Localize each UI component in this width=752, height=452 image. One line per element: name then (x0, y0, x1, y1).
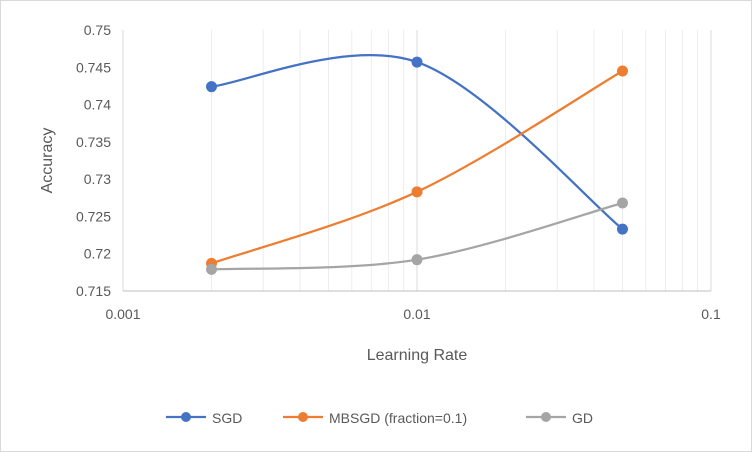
y-tick-label: 0.725 (76, 208, 111, 224)
x-tick-label: 0.001 (105, 306, 140, 322)
data-point (616, 223, 628, 235)
data-point (411, 56, 423, 68)
y-axis-ticks: 0.715 0.72 0.725 0.73 0.735 0.74 0.745 0.75 (76, 22, 111, 299)
y-tick-label: 0.715 (76, 283, 111, 299)
x-axis-ticks: 0.001 0.01 0.1 (105, 306, 720, 322)
y-tick-label: 0.72 (84, 246, 111, 262)
y-tick-label: 0.74 (84, 97, 111, 113)
data-point (411, 254, 423, 266)
legend-item: GD (526, 410, 593, 426)
legend: SGD MBSGD (fraction=0.1) GD (166, 410, 593, 426)
legend-marker (298, 412, 308, 422)
series-sgd (206, 53, 628, 235)
legend-item: MBSGD (fraction=0.1) (283, 410, 467, 426)
y-tick-label: 0.745 (76, 59, 111, 75)
data-point (616, 65, 628, 77)
gridlines (122, 30, 712, 292)
legend-marker (181, 412, 191, 422)
series-gd (206, 197, 628, 275)
x-axis-title: Learning Rate (367, 347, 468, 364)
legend-item: SGD (166, 410, 242, 426)
y-tick-label: 0.75 (84, 22, 111, 38)
x-tick-label: 0.01 (403, 306, 430, 322)
series-layer (206, 53, 628, 275)
data-point (206, 81, 218, 93)
legend-label: GD (572, 410, 593, 426)
legend-label: MBSGD (fraction=0.1) (329, 410, 467, 426)
x-tick-label: 0.1 (701, 306, 721, 322)
legend-label: SGD (212, 410, 242, 426)
data-point (206, 263, 218, 275)
legend-marker (541, 412, 551, 422)
data-point (411, 186, 423, 198)
y-axis-title: Accuracy (39, 128, 56, 194)
y-tick-label: 0.735 (76, 134, 111, 150)
y-tick-label: 0.73 (84, 171, 111, 187)
data-point (616, 197, 628, 209)
